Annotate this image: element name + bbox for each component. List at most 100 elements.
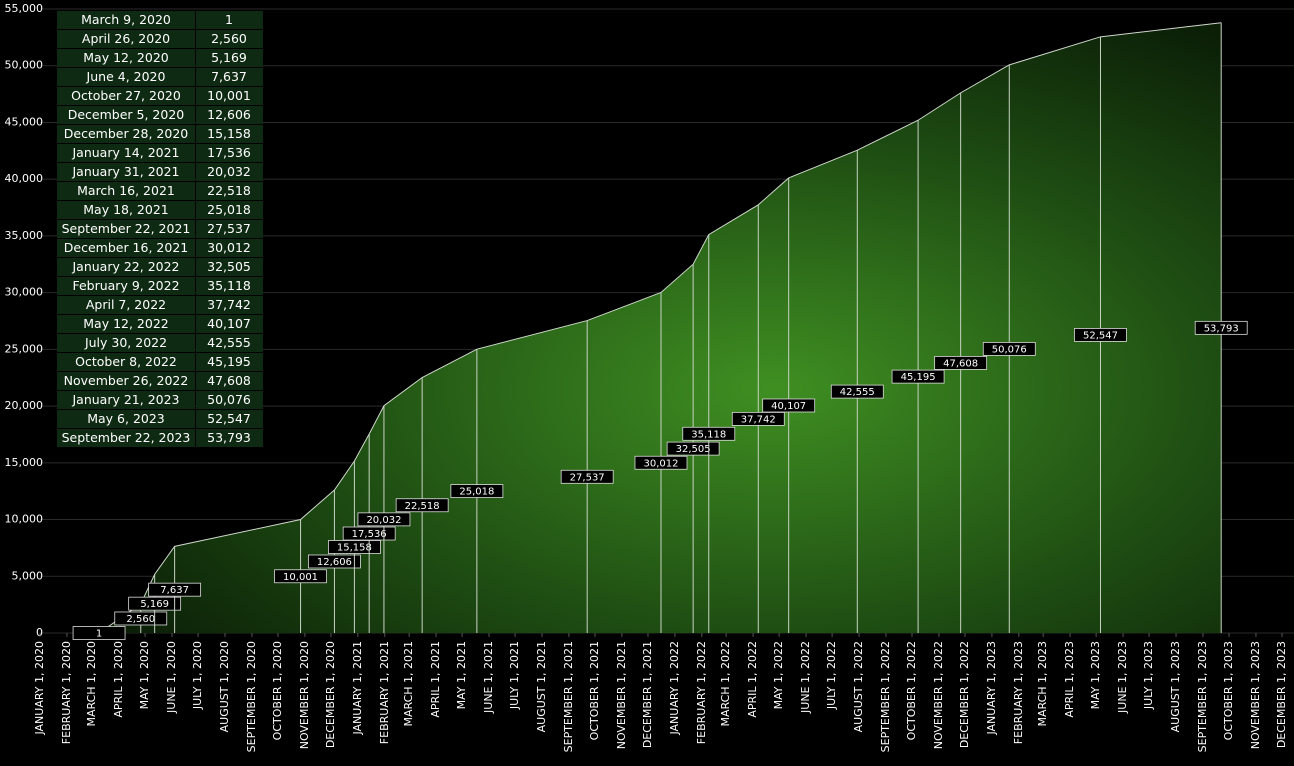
table-value: 50,076 xyxy=(207,392,251,407)
label-box xyxy=(328,540,381,554)
x-tick-label: JULY 1, 2020 xyxy=(191,641,204,710)
value-label: 7,637 xyxy=(160,585,189,596)
table-value: 10,001 xyxy=(207,88,251,103)
table-cell xyxy=(196,410,263,428)
table-value: 42,555 xyxy=(207,335,251,350)
table-cell xyxy=(196,106,263,124)
x-tick-label: MARCH 1, 2022 xyxy=(719,641,732,727)
value-label: 45,195 xyxy=(901,372,936,383)
table-date: January 31, 2021 xyxy=(71,164,179,179)
label-box xyxy=(1074,328,1127,342)
value-label: 47,608 xyxy=(943,358,978,369)
table-value: 25,018 xyxy=(207,202,251,217)
table-cell xyxy=(196,144,263,162)
table-value: 52,547 xyxy=(207,411,251,426)
table-cell xyxy=(196,334,263,352)
table-value: 27,537 xyxy=(207,221,251,236)
table-cell xyxy=(57,277,195,295)
label-box xyxy=(148,582,202,597)
x-tick-label: AUGUST 1, 2023 xyxy=(1169,641,1182,732)
label-box xyxy=(634,455,688,470)
y-tick-label: 35,000 xyxy=(5,229,44,242)
label-box xyxy=(731,411,785,426)
label-box xyxy=(72,626,126,640)
y-tick-label: 50,000 xyxy=(5,59,44,72)
x-tick-label: SEPTEMBER 1, 2023 xyxy=(1196,641,1209,752)
table-cell xyxy=(57,68,195,86)
label-box xyxy=(342,526,396,541)
table-cell xyxy=(57,372,195,390)
table-value: 40,107 xyxy=(207,316,251,331)
plot: 1 2,560 5,169 7,637 10,001 12,606 15,158 17,536… xyxy=(72,22,1248,640)
label-box xyxy=(934,356,988,370)
label-box xyxy=(666,441,720,456)
x-tick-label: MAY 1, 2022 xyxy=(772,641,785,709)
x-tick-label: MARCH 1, 2020 xyxy=(85,641,98,727)
x-tick-label: SEPTEMBER 1, 2020 xyxy=(245,641,258,752)
table-cell xyxy=(196,372,263,390)
table-date: December 28, 2020 xyxy=(64,126,189,141)
x-tick-label: DECEMBER 1, 2020 xyxy=(324,641,337,748)
label-box xyxy=(274,569,327,584)
x-tick-label: JULY 1, 2023 xyxy=(1142,641,1155,710)
table-date: May 18, 2021 xyxy=(83,202,168,217)
label-box xyxy=(395,498,449,513)
table-cell xyxy=(196,163,263,181)
table-cell xyxy=(57,163,195,181)
table-cell xyxy=(196,68,263,86)
table-value: 17,536 xyxy=(207,145,251,160)
table-value: 15,158 xyxy=(207,126,251,141)
value-label: 52,547 xyxy=(1083,330,1118,341)
table-value: 37,742 xyxy=(207,297,251,312)
x-tick-label: JUNE 1, 2023 xyxy=(1116,641,1129,714)
table-date: May 12, 2022 xyxy=(83,316,168,331)
table-cell xyxy=(196,315,263,333)
table-cell xyxy=(196,429,263,447)
y-tick-label: 15,000 xyxy=(5,456,44,469)
value-label: 15,158 xyxy=(337,543,372,554)
table-cell xyxy=(57,296,195,314)
value-label: 10,001 xyxy=(283,572,318,583)
value-label: 42,555 xyxy=(840,387,875,398)
y-tick-label: 5,000 xyxy=(12,569,44,582)
x-tick-label: OCTOBER 1, 2023 xyxy=(1222,641,1235,740)
table-cell xyxy=(196,296,263,314)
table-cell xyxy=(196,277,263,295)
label-box xyxy=(891,369,945,384)
table-value: 30,012 xyxy=(207,240,251,255)
table-date: May 12, 2020 xyxy=(83,50,169,65)
area xyxy=(99,22,1222,633)
y-tick-label: 10,000 xyxy=(5,513,44,526)
x-tick-label: FEBRUARY 1, 2022 xyxy=(695,641,708,744)
table-date: December 16, 2021 xyxy=(64,240,188,255)
table-value: 45,195 xyxy=(207,354,251,369)
table-cell xyxy=(196,49,263,67)
table-cell xyxy=(196,391,263,409)
value-label: 53,793 xyxy=(1204,323,1239,334)
x-tick-label: MARCH 1, 2021 xyxy=(402,641,415,727)
table-date: September 22, 2023 xyxy=(62,430,191,445)
table-cell xyxy=(57,258,195,276)
x-tick-label: AUGUST 1, 2022 xyxy=(852,641,865,732)
table-cell xyxy=(57,239,195,257)
value-label: 35,118 xyxy=(691,429,726,440)
value-label: 37,742 xyxy=(741,414,776,425)
y-tick-label: 40,000 xyxy=(5,172,44,185)
x-tick-label: MAY 1, 2023 xyxy=(1089,641,1102,709)
label-box xyxy=(128,596,182,611)
x-tick-label: OCTOBER 1, 2021 xyxy=(588,641,601,740)
table-date: September 22, 2021 xyxy=(62,221,191,236)
table-date: January 14, 2021 xyxy=(71,145,179,160)
table-date: April 7, 2022 xyxy=(86,297,166,312)
x-tick-label: MAY 1, 2021 xyxy=(455,641,468,709)
label-box xyxy=(308,554,361,569)
x-tick-label: OCTOBER 1, 2022 xyxy=(905,641,918,740)
x-tick-label: APRIL 1, 2023 xyxy=(1063,641,1076,718)
x-tick-label: APRIL 1, 2020 xyxy=(112,641,125,718)
value-label: 20,032 xyxy=(366,515,401,526)
table-cell xyxy=(196,87,263,105)
table-cell xyxy=(57,429,195,447)
table-cell xyxy=(196,201,263,219)
label-box xyxy=(982,342,1036,356)
table-date: March 9, 2020 xyxy=(81,12,171,27)
